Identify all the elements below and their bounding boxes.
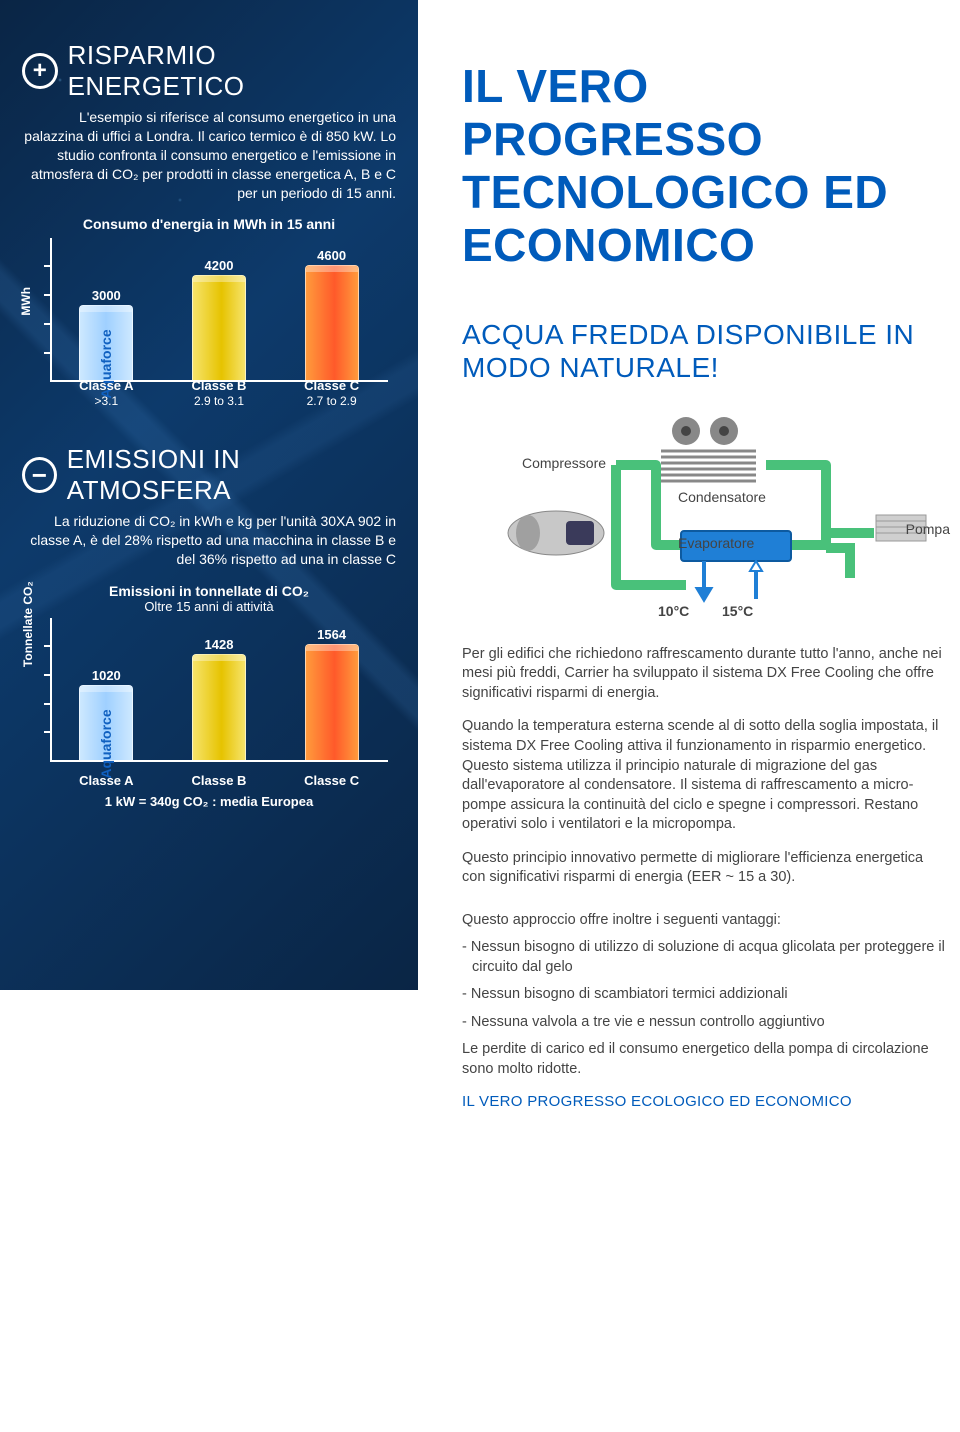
chart1-y-label: MWh: [19, 287, 33, 316]
x-label: Classe A>3.1: [66, 378, 146, 408]
chart2-y-label: Tonnellate CO₂: [21, 581, 35, 667]
body-paragraphs: Per gli edifici che richiedono raffresca…: [462, 645, 950, 888]
body-paragraph: Quando la temperatura esterna scende al …: [462, 717, 950, 834]
chart1-title: Consumo d'energia in MWh in 15 anni: [22, 216, 396, 232]
body-paragraph: Questo principio innovativo permette di …: [462, 849, 950, 888]
chart2-title: Emissioni in tonnellate di CO₂: [22, 583, 396, 599]
x-label: Classe A: [66, 773, 146, 788]
minus-icon: [22, 457, 57, 493]
advantage-item: - Nessuna valvola a tre vie e nessun con…: [462, 1013, 950, 1033]
label-temp-cold: 10°C: [658, 603, 689, 619]
bar-value: 1428: [205, 637, 234, 652]
bar: [305, 265, 359, 381]
bar: [192, 275, 246, 381]
cooling-diagram: Compressore Condensatore Evaporatore Pom…: [462, 413, 950, 623]
label-condenser: Condensatore: [678, 489, 766, 505]
x-label: Classe B: [179, 773, 259, 788]
bar-value: 1020: [92, 668, 121, 683]
chart2-subtitle: Oltre 15 anni di attività: [22, 599, 396, 614]
left-panel: RISPARMIO ENERGETICO L'esempio si riferi…: [0, 0, 418, 990]
bar-value: 3000: [92, 288, 121, 303]
closing-pre: Le perdite di carico ed il consumo energ…: [462, 1040, 950, 1079]
label-evaporator: Evaporatore: [678, 535, 754, 551]
advantage-item: - Nessun bisogno di utilizzo di soluzion…: [462, 938, 950, 977]
bar-value: 4200: [205, 258, 234, 273]
advantages-head: Questo approccio offre inoltre i seguent…: [462, 912, 950, 928]
advantage-item: - Nessun bisogno di scambiatori termici …: [462, 985, 950, 1005]
section2-body: La riduzione di CO₂ in kWh e kg per l'un…: [22, 512, 396, 569]
section2-title: EMISSIONI IN ATMOSFERA: [67, 444, 396, 506]
x-label: Classe B2.9 to 3.1: [179, 378, 259, 408]
subhead: ACQUA FREDDA DISPONIBILE IN MODO NATURAL…: [462, 318, 950, 385]
section1-title: RISPARMIO ENERGETICO: [68, 40, 396, 102]
section2-header: EMISSIONI IN ATMOSFERA: [22, 444, 396, 506]
section1-body: L'esempio si riferisce al consumo energe…: [22, 108, 396, 202]
bar: Aquaforce: [79, 685, 133, 761]
x-label: Classe C: [292, 773, 372, 788]
section1-header: RISPARMIO ENERGETICO: [22, 40, 396, 102]
x-label: Classe C2.7 to 2.9: [292, 378, 372, 408]
plus-icon: [22, 53, 58, 89]
right-panel: IL VERO PROGRESSO TECNOLOGICO ED ECONOMI…: [418, 0, 960, 1432]
bar: [192, 654, 246, 760]
chart2-footnote: 1 kW = 340g CO₂ : media Europea: [22, 794, 396, 809]
advantages-list: - Nessun bisogno di utilizzo di soluzion…: [462, 938, 950, 1032]
closing-line: IL VERO PROGRESSO ECOLOGICO ED ECONOMICO: [462, 1093, 950, 1110]
bar: [305, 644, 359, 760]
bar-value: 4600: [317, 248, 346, 263]
bar-value: 1564: [317, 627, 346, 642]
emissions-chart: Tonnellate CO₂ 1020Aquaforce14281564 Cla…: [50, 618, 388, 788]
label-pump: Pompa: [906, 521, 950, 537]
label-temp-warm: 15°C: [722, 603, 753, 619]
headline: IL VERO PROGRESSO TECNOLOGICO ED ECONOMI…: [462, 60, 950, 272]
body-paragraph: Per gli edifici che richiedono raffresca…: [462, 645, 950, 704]
aquaforce-label: Aquaforce: [98, 710, 114, 779]
label-compressor: Compressore: [522, 455, 606, 471]
bar: Aquaforce: [79, 305, 133, 381]
energy-chart: MWh 3000Aquaforce42004600 Classe A>3.1Cl…: [50, 238, 388, 408]
